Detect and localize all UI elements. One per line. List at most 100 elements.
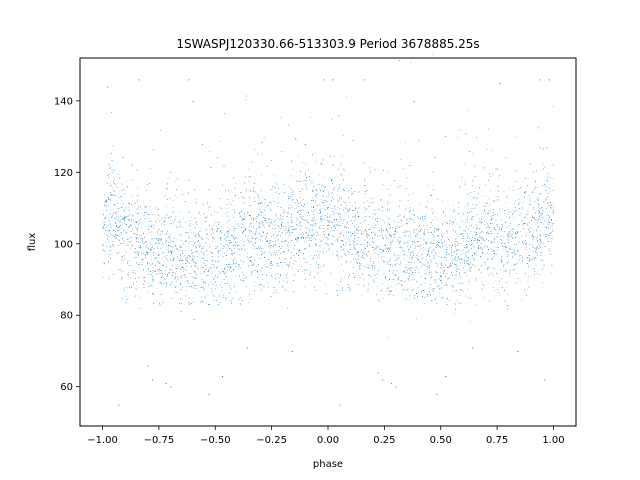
scatter-point [453,205,454,206]
scatter-point [310,255,311,256]
scatter-point [195,252,197,253]
scatter-point [444,222,446,224]
scatter-point [518,242,519,244]
scatter-point [540,241,541,242]
scatter-point [305,262,306,263]
scatter-point [235,276,236,277]
scatter-point [193,261,195,262]
scatter-point [481,258,482,259]
scatter-point [311,237,312,238]
scatter-point [401,220,403,222]
scatter-point [479,255,481,257]
scatter-point [233,244,235,245]
scatter-point [302,271,303,273]
scatter-point [405,242,407,244]
scatter-point [306,219,308,220]
scatter-point [366,235,368,237]
scatter-point [541,247,543,249]
scatter-point [211,214,212,216]
scatter-point [146,207,147,209]
scatter-point [212,294,214,295]
scatter-point [229,262,230,263]
scatter-point [460,295,462,296]
scatter-point [306,220,308,222]
scatter-point [147,254,148,255]
scatter-point [191,226,192,228]
scatter-point [372,267,373,269]
scatter-point [475,252,477,253]
scatter-point [481,238,483,240]
scatter-point [366,190,367,191]
scatter-point [339,198,340,199]
scatter-point [151,231,153,233]
scatter-point [442,251,444,252]
scatter-point [360,263,362,264]
scatter-point [233,244,234,246]
scatter-point [440,266,441,268]
scatter-point [151,259,152,260]
scatter-point [345,239,346,241]
scatter-point [310,225,312,226]
scatter-point [391,290,392,292]
scatter-point [536,252,538,253]
scatter-point [221,268,223,270]
scatter-point [320,266,321,268]
scatter-point [346,261,347,263]
scatter-point [219,207,220,208]
scatter-point [314,223,316,224]
scatter-point [447,231,449,233]
scatter-point [330,243,332,244]
scatter-point [365,229,366,230]
scatter-point [355,275,356,276]
scatter-point [531,215,532,217]
scatter-point [232,259,233,261]
scatter-point [145,254,147,255]
scatter-point [108,279,110,280]
scatter-point [318,234,320,236]
scatter-point [165,234,167,235]
scatter-point [144,206,145,207]
scatter-point [322,208,324,210]
scatter-point [364,216,366,217]
scatter-point [380,252,381,254]
scatter-point [233,261,234,263]
scatter-point [387,337,388,339]
scatter-point [167,215,168,216]
scatter-point [527,223,529,224]
scatter-point [533,230,535,232]
scatter-point [229,285,230,286]
scatter-point [213,270,215,272]
scatter-point [133,222,134,223]
scatter-point [228,216,230,217]
scatter-point [153,278,155,280]
scatter-point [232,245,234,247]
scatter-point [103,227,104,228]
scatter-point [537,241,538,243]
scatter-point [229,219,230,221]
scatter-point [255,242,256,244]
scatter-point [129,220,130,221]
scatter-point [167,260,168,261]
scatter-point [178,250,179,252]
scatter-point [437,199,438,200]
scatter-point [389,202,391,203]
scatter-point [410,162,412,163]
scatter-point [489,210,491,211]
scatter-point [186,257,188,258]
scatter-point [119,221,121,223]
scatter-point [104,221,105,223]
scatter-point [396,247,398,248]
scatter-point [443,267,445,268]
scatter-point [416,258,418,260]
scatter-point [503,190,505,192]
scatter-point [487,253,488,254]
scatter-point [394,253,395,255]
scatter-point [208,239,209,240]
scatter-point [241,217,243,218]
scatter-point [335,228,336,229]
scatter-point [443,269,445,271]
scatter-point [359,263,360,264]
scatter-point [394,264,395,265]
scatter-point [235,238,236,239]
scatter-point [470,271,471,272]
